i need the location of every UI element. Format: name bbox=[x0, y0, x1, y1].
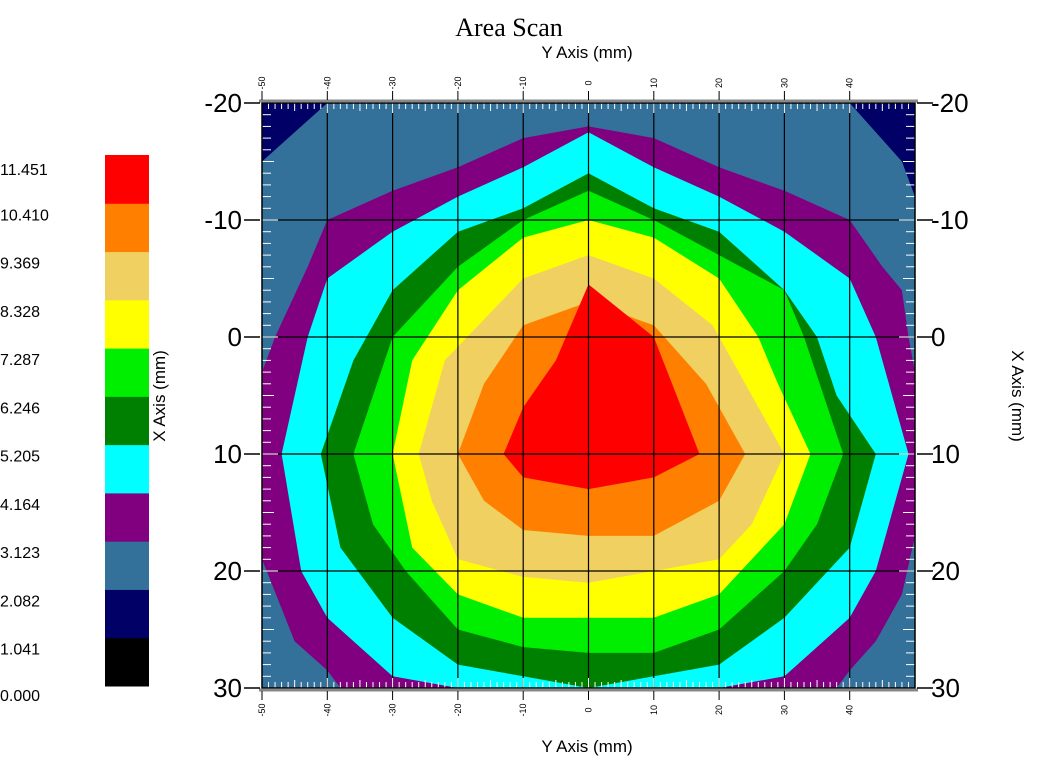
y-axis-title-top: Y Axis (mm) bbox=[541, 43, 632, 62]
colorbar-swatch-7 bbox=[105, 299, 149, 349]
y-tick-label-bottom: -20 bbox=[453, 703, 463, 716]
y-tick-label-bottom: -40 bbox=[322, 703, 332, 716]
axis-ticks bbox=[244, 91, 933, 700]
y-tick-label-bottom: -30 bbox=[388, 703, 398, 716]
y-tick-label-bottom: 0 bbox=[584, 707, 594, 712]
x-tick-label-right: 20 bbox=[931, 556, 960, 586]
y-axis-title-bottom: Y Axis (mm) bbox=[541, 737, 632, 756]
colorbar-label-10: 10.410 bbox=[0, 207, 49, 224]
colorbar-label-2: 2.082 bbox=[0, 593, 40, 610]
x-tick-label-right: 0 bbox=[931, 322, 945, 352]
colorbar-swatch-3 bbox=[105, 492, 149, 542]
chart-title: Area Scan bbox=[455, 13, 563, 42]
colorbar-label-0: 0.000 bbox=[0, 688, 40, 705]
contour-band-10 bbox=[503, 284, 700, 490]
colorbar-swatch-0 bbox=[105, 637, 149, 687]
colorbar-label-3: 3.123 bbox=[0, 545, 40, 562]
x-axis-title-left: X Axis (mm) bbox=[150, 350, 169, 442]
colorbar-swatch-6 bbox=[105, 348, 149, 397]
y-tick-label-bottom: 30 bbox=[779, 705, 789, 715]
colorbar-swatch-4 bbox=[105, 444, 149, 494]
y-tick-label-top: 30 bbox=[779, 78, 789, 88]
plot-frame bbox=[261, 102, 916, 689]
colorbar-label-11: 11.451 bbox=[0, 162, 48, 179]
x-tick-label-left: -20 bbox=[204, 88, 242, 118]
colorbar-label-6: 6.246 bbox=[0, 400, 40, 417]
colorbar-swatch-2 bbox=[105, 541, 149, 590]
colorbar-swatch-10 bbox=[105, 155, 149, 204]
colorbar-swatch-9 bbox=[105, 203, 149, 253]
x-axis-title-right: X Axis (mm) bbox=[1008, 350, 1027, 442]
x-tick-label-left: 30 bbox=[213, 673, 242, 703]
y-tick-label-top: -50 bbox=[257, 76, 267, 89]
y-tick-label-bottom: 10 bbox=[649, 705, 659, 715]
tick-labels: -50 -50 -40 -40 -30 -30 -20 -20 -10 -10 0 0 10 10 20 20… bbox=[204, 76, 968, 716]
colorbar-label-5: 5.205 bbox=[0, 449, 40, 466]
y-tick-label-bottom: -10 bbox=[518, 703, 528, 716]
grid-lines bbox=[262, 103, 915, 688]
y-tick-label-top: -40 bbox=[322, 76, 332, 89]
x-tick-label-left: 10 bbox=[213, 439, 242, 469]
x-tick-label-left: 0 bbox=[228, 322, 242, 352]
y-tick-label-top: 40 bbox=[845, 78, 855, 88]
contour-plot: -50 -50 -40 -40 -30 -30 -20 -20 -10 -10 0 0 10 10 20 20… bbox=[204, 76, 968, 716]
colorbar-label-1: 1.041 bbox=[0, 642, 40, 659]
x-tick-label-right: -20 bbox=[931, 88, 969, 118]
y-tick-label-top: 10 bbox=[649, 78, 659, 88]
x-tick-label-left: -10 bbox=[204, 205, 242, 235]
y-tick-label-bottom: -50 bbox=[257, 703, 267, 716]
colorbar-label-7: 7.287 bbox=[0, 352, 40, 369]
x-tick-label-left: 20 bbox=[213, 556, 242, 586]
x-tick-label-right: 30 bbox=[931, 673, 960, 703]
y-tick-label-top: 20 bbox=[714, 78, 724, 88]
y-tick-label-bottom: 20 bbox=[714, 705, 724, 715]
colorbar-label-9: 9.369 bbox=[0, 256, 40, 273]
y-tick-label-bottom: 40 bbox=[845, 705, 855, 715]
y-tick-label-top: 0 bbox=[584, 80, 594, 85]
colorbar-swatch-5 bbox=[105, 396, 149, 446]
colorbar-swatch-1 bbox=[105, 589, 149, 639]
x-tick-label-right: 10 bbox=[931, 439, 960, 469]
colorbar-label-4: 4.164 bbox=[0, 497, 40, 514]
y-tick-label-top: -30 bbox=[388, 76, 398, 89]
y-tick-label-top: -10 bbox=[518, 76, 528, 89]
colorbar-label-8: 8.328 bbox=[0, 304, 40, 321]
colorbar-legend: 0.000 1.041 2.082 3.123 4.164 5.205 6.246 7.287… bbox=[0, 155, 149, 705]
y-tick-label-top: -20 bbox=[453, 76, 463, 89]
colorbar-swatch-8 bbox=[105, 251, 149, 301]
minor-ticks bbox=[261, 102, 916, 689]
x-tick-label-right: -10 bbox=[931, 205, 969, 235]
